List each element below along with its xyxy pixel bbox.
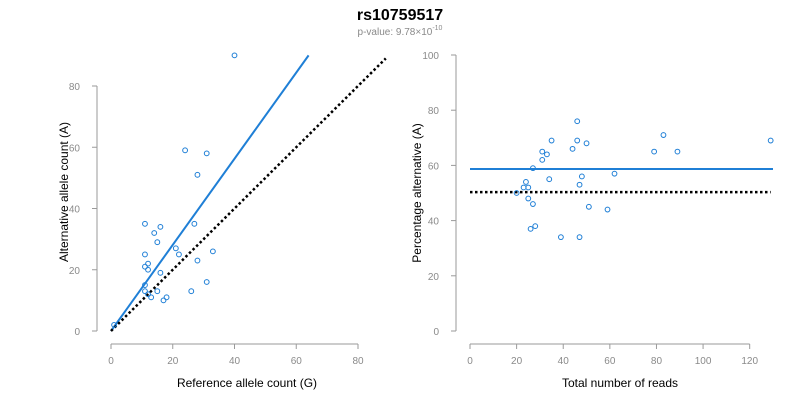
- data-point: [188, 288, 195, 295]
- y-tick-label: 0: [74, 327, 80, 338]
- data-point: [530, 201, 536, 207]
- data-point: [163, 294, 170, 301]
- y-tick-label: 60: [69, 143, 81, 154]
- fit-line: [110, 54, 310, 332]
- data-point: [539, 148, 546, 155]
- pvalue-prefix: p-value: 9.78: [358, 27, 416, 38]
- data-point: [544, 151, 550, 158]
- y-tick-label: 40: [69, 205, 81, 216]
- data-point: [532, 223, 539, 230]
- allele-count-scatter-panel: Reference allele count (G) Alternative a…: [57, 52, 387, 390]
- data-point: [546, 176, 553, 183]
- data-point: [194, 171, 201, 178]
- data-point: [576, 181, 583, 188]
- y-tick-label: 20: [428, 272, 440, 283]
- data-point: [111, 321, 117, 328]
- data-point: [142, 282, 148, 288]
- data-point: [203, 279, 210, 285]
- data-point: [148, 294, 155, 301]
- chart-subtitle: p-value: 9.78×10-10: [358, 25, 443, 38]
- data-point: [172, 245, 179, 252]
- data-point: [160, 297, 167, 304]
- x-tick-label: 60: [604, 356, 616, 367]
- data-point: [520, 184, 527, 191]
- data-point: [209, 248, 216, 255]
- data-point: [583, 140, 590, 147]
- pvalue-times: ×10: [415, 27, 432, 38]
- data-point: [674, 148, 681, 155]
- data-point: [576, 234, 583, 241]
- x-tick-label: 80: [352, 356, 364, 367]
- data-point: [558, 234, 564, 241]
- data-point: [182, 147, 189, 154]
- x-tick-label: 80: [651, 356, 663, 367]
- data-point: [523, 179, 529, 185]
- data-point: [548, 137, 555, 144]
- x-tick-label: 100: [695, 356, 712, 367]
- data-point: [154, 288, 161, 295]
- y-tick-label: 40: [428, 217, 440, 228]
- data-point: [578, 173, 585, 180]
- x-axis-label: Reference allele count (G): [177, 376, 317, 390]
- data-point: [157, 223, 164, 230]
- data-point: [142, 263, 148, 270]
- reference-line: [110, 57, 387, 332]
- y-tick-label: 100: [422, 51, 439, 62]
- y-axis-label: Percentage alternative (A): [410, 123, 424, 262]
- x-tick-label: 0: [108, 356, 114, 367]
- y-tick-label: 80: [69, 82, 81, 93]
- data-point: [585, 203, 592, 210]
- data-point: [142, 288, 148, 295]
- data-point: [151, 230, 158, 236]
- pvalue-exponent: -10: [432, 25, 442, 32]
- x-tick-label: 20: [167, 356, 179, 367]
- x-tick-label: 20: [511, 356, 523, 367]
- y-tick-label: 0: [433, 327, 439, 338]
- data-point: [539, 156, 546, 163]
- data-point: [530, 165, 536, 172]
- x-axis-label: Total number of reads: [562, 376, 678, 390]
- x-tick-label: 40: [229, 356, 241, 367]
- data-point: [145, 260, 151, 267]
- x-tick-label: 0: [467, 356, 473, 367]
- data-point: [611, 170, 618, 177]
- data-point: [203, 150, 210, 157]
- data-point: [651, 148, 658, 155]
- data-point: [525, 195, 532, 202]
- data-point: [604, 206, 611, 213]
- data-point: [660, 132, 667, 138]
- data-point: [154, 239, 161, 246]
- y-tick-label: 20: [69, 266, 81, 277]
- data-point: [145, 291, 151, 298]
- x-tick-label: 40: [558, 356, 570, 367]
- data-point: [513, 190, 520, 196]
- y-tick-label: 80: [428, 106, 440, 117]
- data-point: [191, 220, 198, 227]
- data-point: [574, 118, 581, 125]
- y-axis-label: Alternative allele count (A): [57, 122, 71, 262]
- data-point: [569, 145, 576, 152]
- data-point: [176, 251, 182, 258]
- data-point: [574, 137, 581, 144]
- data-point: [527, 225, 534, 232]
- data-point: [157, 269, 164, 276]
- x-tick-label: 60: [291, 356, 303, 367]
- data-point: [525, 184, 532, 191]
- data-point: [142, 220, 148, 227]
- y-tick-label: 60: [428, 161, 440, 172]
- percentage-alternative-scatter-panel: Total number of reads Percentage alterna…: [410, 51, 774, 390]
- chart-title: rs10759517: [357, 7, 443, 24]
- data-point: [145, 266, 151, 273]
- data-point: [194, 257, 201, 264]
- data-point: [231, 52, 238, 59]
- data-point: [767, 137, 774, 144]
- x-tick-label: 120: [741, 356, 758, 367]
- data-point: [142, 251, 148, 258]
